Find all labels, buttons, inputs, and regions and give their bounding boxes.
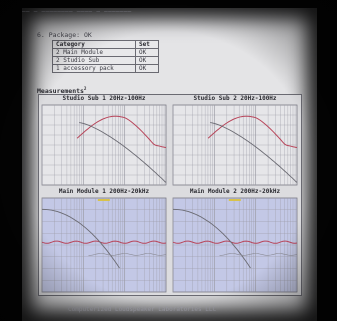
measurement-panel: Main Module 2 200Hz-20kHz	[170, 188, 300, 294]
footnote-mark: 2	[83, 86, 87, 91]
category-header: Category	[52, 40, 136, 49]
frequency-response-plot	[41, 104, 167, 186]
panel-title: Main Module 1 200Hz-20kHz	[58, 188, 150, 195]
measurement-panel: Main Module 1 200Hz-20kHz	[39, 188, 169, 294]
category-cell: 1 accessory pack	[52, 64, 136, 73]
measurement-panel: Studio Sub 2 20Hz-100Hz	[170, 95, 300, 187]
marker	[97, 199, 110, 201]
set-cell: OK	[135, 56, 159, 65]
panel-title: Main Module 2 200Hz-20kHz	[189, 188, 281, 195]
package-table-header: Category Set	[52, 40, 159, 49]
set-header: Set	[135, 40, 159, 49]
package-table: Category Set 2 Main Module OK 2 Studio S…	[52, 40, 159, 73]
category-cell: 2 Main Module	[52, 48, 136, 57]
package-section-title: 6. Package: OK	[37, 31, 92, 39]
measurement-panel: Studio Sub 1 20Hz-100Hz	[39, 95, 169, 187]
frequency-response-plot	[172, 197, 298, 293]
panel-title: Studio Sub 1 20Hz-100Hz	[62, 95, 146, 102]
set-cell: OK	[135, 64, 159, 73]
table-row: 1 accessory pack OK	[52, 64, 159, 73]
top-header-line: —— — ———————— ———— — ———————	[22, 8, 132, 15]
frequency-response-plot	[172, 104, 298, 186]
set-cell: OK	[135, 48, 159, 57]
frequency-response-plot	[41, 197, 167, 293]
panel-title: Studio Sub 2 20Hz-100Hz	[193, 95, 277, 102]
footer-text: Computerized Loudspeaker Laboratories LL…	[68, 306, 217, 313]
table-row: 2 Studio Sub OK	[52, 56, 159, 65]
marker	[228, 199, 241, 201]
category-cell: 2 Studio Sub	[52, 56, 136, 65]
table-row: 2 Main Module OK	[52, 48, 159, 57]
